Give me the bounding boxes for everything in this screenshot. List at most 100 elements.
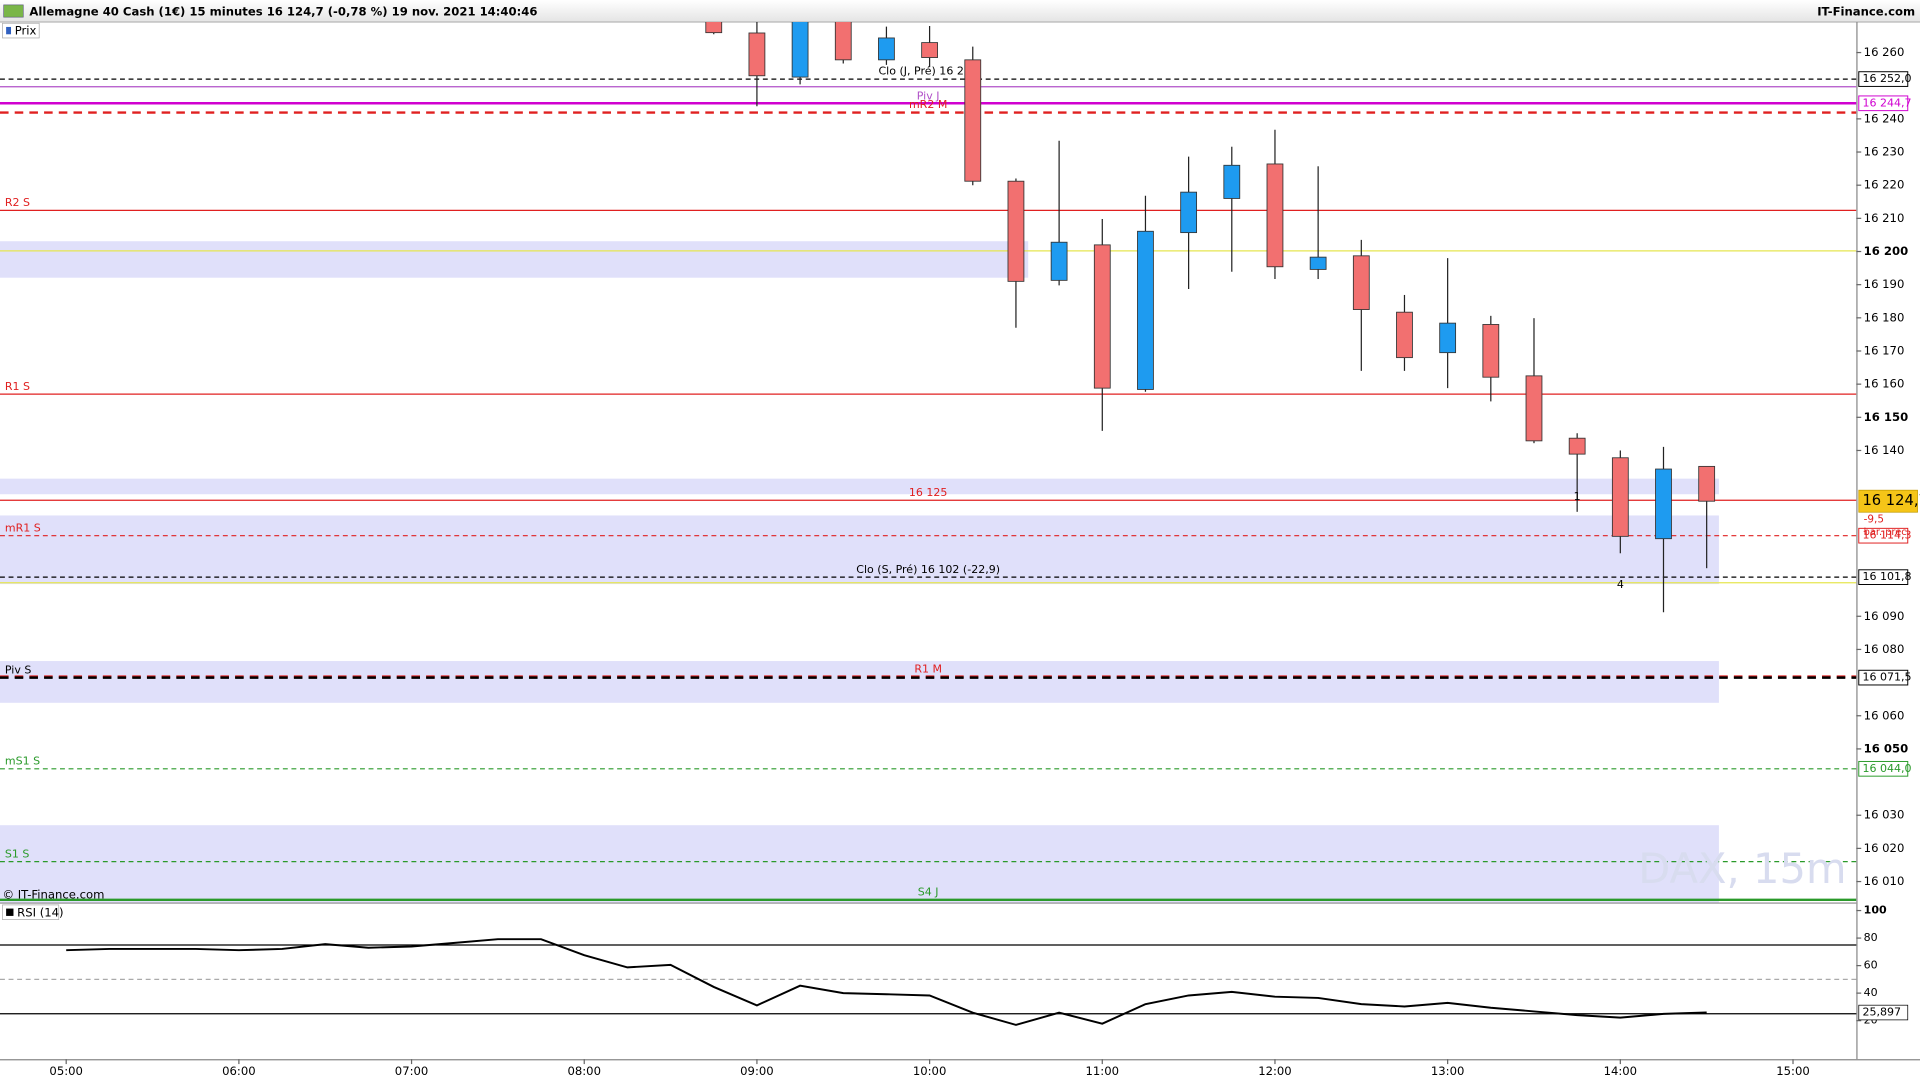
rsi-y-tick-label: 100 xyxy=(1864,904,1887,917)
y-tick-label: 16 200 xyxy=(1864,244,1909,258)
level-value-label: 16 252,0 xyxy=(1862,72,1911,85)
level-label: R1 S xyxy=(5,380,30,393)
level-label: Piv S xyxy=(5,663,31,676)
x-tick-label: 14:00 xyxy=(1604,1064,1638,1078)
rsi-legend xyxy=(2,904,60,920)
annotation: 1 xyxy=(1574,490,1581,503)
source: IT-Finance.com xyxy=(1817,5,1915,19)
level-value-label: 16 101,8 xyxy=(1862,570,1911,583)
x-tick-label: 12:00 xyxy=(1258,1064,1292,1078)
level-value-box xyxy=(1858,569,1909,585)
x-tick-label: 10:00 xyxy=(913,1064,947,1078)
annotation: 4 xyxy=(1617,578,1624,591)
level-label: mS1 S xyxy=(5,754,40,767)
y-tick-label: 16 180 xyxy=(1864,310,1905,324)
level-label: Clo (J, Pré) 16 252 xyxy=(878,65,977,78)
chart-title: Allemagne 40 Cash (1€) 15 minutes 16 124… xyxy=(29,5,537,19)
level-value-box xyxy=(1858,527,1909,544)
x-tick-label: 05:00 xyxy=(49,1064,83,1078)
x-tick-label: 08:00 xyxy=(567,1064,601,1078)
rsi-last-label: 25,897 xyxy=(1862,1006,1901,1019)
y-tick-label: 16 260 xyxy=(1864,45,1905,59)
y-tick-label: 16 150 xyxy=(1864,410,1909,424)
x-tick-label: 07:00 xyxy=(395,1064,429,1078)
y-tick-label: 16 020 xyxy=(1864,841,1905,855)
candle-body xyxy=(834,22,852,61)
level-label: Clo (S, Pré) 16 102 (-22,9) xyxy=(856,563,1000,576)
level-label: R1 M xyxy=(914,662,942,675)
zone xyxy=(0,241,1029,278)
level-label: R2 S xyxy=(5,196,30,209)
candle-body xyxy=(1396,311,1413,359)
y-tick-label: 16 090 xyxy=(1864,609,1905,623)
candle-body xyxy=(705,22,723,34)
app-icon xyxy=(3,4,24,18)
level-value-label: 16 244,7 xyxy=(1862,96,1911,109)
candle-body xyxy=(1439,322,1457,354)
level-value-box xyxy=(1858,760,1909,777)
last-price: 16 124,7 xyxy=(1862,492,1920,509)
legend xyxy=(2,22,40,39)
rsi-y-tick-label: 80 xyxy=(1864,931,1878,944)
level-value-box xyxy=(1858,669,1909,686)
x-tick-label: 11:00 xyxy=(1086,1064,1120,1078)
level-value-box xyxy=(1858,95,1909,112)
y-tick-label: 16 240 xyxy=(1864,111,1905,125)
rsi-y-tick-label: 40 xyxy=(1864,986,1878,999)
rsi-last-box xyxy=(1858,1004,1909,1021)
level-label: mR2 M xyxy=(909,98,947,111)
level-label: mR1 S xyxy=(5,521,41,534)
candle-body xyxy=(1223,164,1241,199)
level-value-label: 16 071,5 xyxy=(1862,671,1911,684)
rsi-legend-icon xyxy=(6,908,14,916)
candle-body xyxy=(1482,324,1500,378)
watermark: DAX, 15m xyxy=(1638,844,1846,893)
level-label: 16 125 xyxy=(909,486,948,499)
candle-body xyxy=(1698,465,1716,502)
zone xyxy=(0,478,1719,495)
level-value-label: 16 114,3 xyxy=(1862,529,1911,542)
y-tick-label: 16 140 xyxy=(1864,443,1905,457)
y-tick-label: 16 030 xyxy=(1864,808,1905,822)
candle-body xyxy=(1655,468,1672,540)
legend-icon xyxy=(6,26,12,35)
candle-body xyxy=(1525,375,1543,442)
y-tick-label: 16 190 xyxy=(1864,277,1905,291)
y-tick-label: 16 060 xyxy=(1864,708,1905,722)
level-value-box xyxy=(1858,71,1909,87)
x-tick-label: 06:00 xyxy=(222,1064,256,1078)
last-price-box xyxy=(1858,489,1918,513)
zone xyxy=(0,825,1719,903)
y-tick-label: 16 160 xyxy=(1864,377,1905,391)
candle-body xyxy=(1568,437,1586,455)
level-label: S4 J xyxy=(918,885,939,898)
y-tick-label: 16 050 xyxy=(1864,741,1909,755)
rsi-y-tick-label: 60 xyxy=(1864,959,1878,972)
candle-body xyxy=(791,22,809,78)
level-label: Piv J xyxy=(917,89,940,102)
candle-body xyxy=(1007,180,1025,282)
candle-body xyxy=(964,59,982,182)
candle-body xyxy=(1309,256,1327,270)
zone xyxy=(0,515,1719,585)
candle-body xyxy=(748,32,766,77)
copyright: © IT-Finance.com xyxy=(2,888,104,902)
axes: 16 252,0 16 244,7 16 114,3 16 101,8 16 071,5… xyxy=(49,45,1920,1078)
candle-body xyxy=(878,37,895,61)
rsi-line xyxy=(66,938,1707,1026)
rsi-legend-label: RSI (14) xyxy=(17,905,63,919)
title-bar xyxy=(0,0,1920,23)
x-tick-label: 13:00 xyxy=(1431,1064,1465,1078)
rsi-pane xyxy=(0,938,1857,1026)
level-value-label: 16 044,0 xyxy=(1862,762,1911,775)
y-tick-label: 16 220 xyxy=(1864,178,1905,192)
candle-body xyxy=(1180,191,1198,234)
x-tick-label: 15:00 xyxy=(1776,1064,1810,1078)
y-tick-label: 16 230 xyxy=(1864,145,1905,159)
y-tick-label: 16 080 xyxy=(1864,642,1905,656)
candle-body xyxy=(1352,255,1370,310)
zone xyxy=(0,661,1719,703)
